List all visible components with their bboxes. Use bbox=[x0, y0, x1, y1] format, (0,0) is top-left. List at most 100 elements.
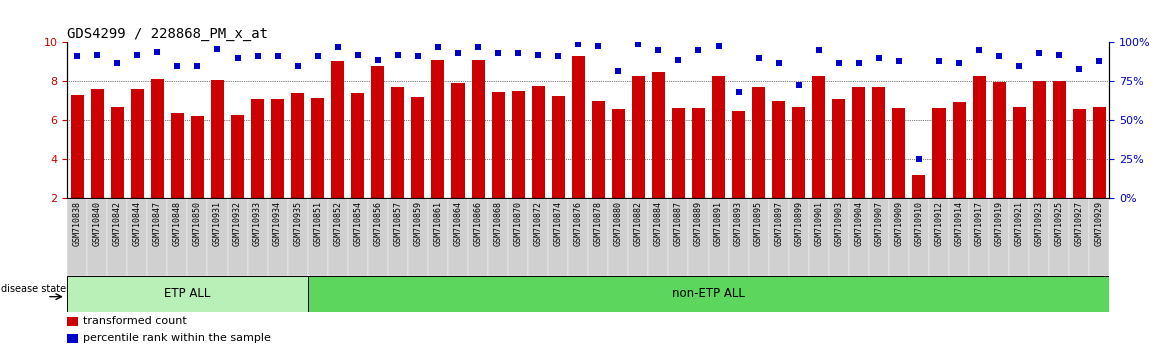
Point bbox=[1070, 66, 1089, 72]
Point bbox=[930, 58, 948, 64]
Point bbox=[549, 54, 567, 59]
FancyBboxPatch shape bbox=[629, 198, 648, 276]
Point bbox=[68, 54, 87, 59]
Text: GSM710874: GSM710874 bbox=[554, 201, 563, 246]
Text: disease state: disease state bbox=[1, 284, 66, 293]
Point bbox=[589, 43, 608, 48]
Point bbox=[368, 57, 387, 62]
Point bbox=[749, 55, 768, 61]
FancyBboxPatch shape bbox=[308, 198, 328, 276]
Point bbox=[709, 43, 728, 48]
Point bbox=[569, 41, 587, 47]
Text: GSM710891: GSM710891 bbox=[714, 201, 723, 246]
Text: GSM710847: GSM710847 bbox=[153, 201, 162, 246]
Text: GSM710844: GSM710844 bbox=[133, 201, 141, 246]
Point bbox=[790, 82, 808, 87]
Point bbox=[1090, 58, 1108, 64]
Point bbox=[850, 60, 868, 65]
FancyBboxPatch shape bbox=[448, 198, 468, 276]
Bar bbox=[572, 56, 585, 198]
FancyBboxPatch shape bbox=[829, 198, 849, 276]
Bar bbox=[111, 107, 124, 198]
Bar bbox=[953, 102, 966, 198]
FancyBboxPatch shape bbox=[1009, 198, 1029, 276]
Point bbox=[650, 47, 668, 53]
Point bbox=[248, 54, 266, 59]
Text: GSM710861: GSM710861 bbox=[433, 201, 442, 246]
FancyBboxPatch shape bbox=[689, 198, 709, 276]
Text: GSM710884: GSM710884 bbox=[654, 201, 662, 246]
Text: GSM710914: GSM710914 bbox=[954, 201, 963, 246]
FancyBboxPatch shape bbox=[1069, 198, 1090, 276]
FancyBboxPatch shape bbox=[950, 198, 969, 276]
FancyBboxPatch shape bbox=[207, 198, 227, 276]
Text: GSM710880: GSM710880 bbox=[614, 201, 623, 246]
Text: GSM710842: GSM710842 bbox=[112, 201, 122, 246]
Bar bbox=[271, 99, 284, 198]
Point bbox=[809, 47, 828, 53]
Text: GSM710864: GSM710864 bbox=[454, 201, 462, 246]
FancyBboxPatch shape bbox=[248, 198, 267, 276]
Bar bbox=[191, 116, 204, 198]
Bar bbox=[372, 66, 384, 198]
FancyBboxPatch shape bbox=[929, 198, 950, 276]
Text: GSM710872: GSM710872 bbox=[534, 201, 543, 246]
Text: GSM710876: GSM710876 bbox=[573, 201, 582, 246]
Bar bbox=[331, 61, 344, 198]
Text: GSM710919: GSM710919 bbox=[995, 201, 1004, 246]
Point bbox=[829, 60, 848, 65]
Bar bbox=[1072, 109, 1086, 198]
Bar bbox=[251, 99, 264, 198]
Text: GSM710851: GSM710851 bbox=[313, 201, 322, 246]
Text: GSM710859: GSM710859 bbox=[413, 201, 423, 246]
Bar bbox=[411, 97, 425, 198]
Point bbox=[349, 52, 367, 58]
Point bbox=[489, 51, 507, 56]
Point bbox=[269, 54, 287, 59]
FancyBboxPatch shape bbox=[428, 198, 448, 276]
Point bbox=[129, 52, 147, 58]
Point bbox=[669, 57, 688, 62]
FancyBboxPatch shape bbox=[588, 198, 608, 276]
Text: GSM710917: GSM710917 bbox=[975, 201, 983, 246]
Text: GSM710933: GSM710933 bbox=[254, 201, 262, 246]
FancyBboxPatch shape bbox=[668, 198, 689, 276]
Point bbox=[990, 54, 1009, 59]
Text: GSM710889: GSM710889 bbox=[694, 201, 703, 246]
FancyBboxPatch shape bbox=[87, 198, 108, 276]
Text: GSM710932: GSM710932 bbox=[233, 201, 242, 246]
FancyBboxPatch shape bbox=[728, 198, 748, 276]
FancyBboxPatch shape bbox=[1029, 198, 1049, 276]
Text: GSM710901: GSM710901 bbox=[814, 201, 823, 246]
Text: GSM710852: GSM710852 bbox=[334, 201, 343, 246]
Text: transformed count: transformed count bbox=[83, 316, 188, 326]
FancyBboxPatch shape bbox=[108, 198, 127, 276]
Bar bbox=[512, 91, 525, 198]
FancyBboxPatch shape bbox=[748, 198, 769, 276]
Text: GSM710899: GSM710899 bbox=[794, 201, 804, 246]
Text: GSM710870: GSM710870 bbox=[514, 201, 522, 246]
Text: GSM710912: GSM710912 bbox=[935, 201, 944, 246]
Point bbox=[329, 44, 347, 50]
Bar bbox=[551, 96, 565, 198]
Bar bbox=[71, 95, 83, 198]
FancyBboxPatch shape bbox=[67, 276, 308, 312]
FancyBboxPatch shape bbox=[267, 198, 287, 276]
FancyBboxPatch shape bbox=[168, 198, 188, 276]
Bar bbox=[872, 87, 886, 198]
Bar bbox=[692, 108, 705, 198]
Bar bbox=[230, 115, 244, 198]
FancyBboxPatch shape bbox=[408, 198, 428, 276]
Text: GSM710910: GSM710910 bbox=[915, 201, 923, 246]
Text: GSM710848: GSM710848 bbox=[173, 201, 182, 246]
Bar bbox=[752, 87, 765, 198]
Bar bbox=[171, 113, 184, 198]
Bar bbox=[672, 108, 686, 198]
Text: GSM710903: GSM710903 bbox=[834, 201, 843, 246]
Bar bbox=[632, 76, 645, 198]
FancyBboxPatch shape bbox=[508, 198, 528, 276]
Bar bbox=[1053, 81, 1065, 198]
Bar bbox=[1012, 107, 1026, 198]
Point bbox=[1010, 63, 1028, 69]
Bar bbox=[913, 175, 925, 198]
